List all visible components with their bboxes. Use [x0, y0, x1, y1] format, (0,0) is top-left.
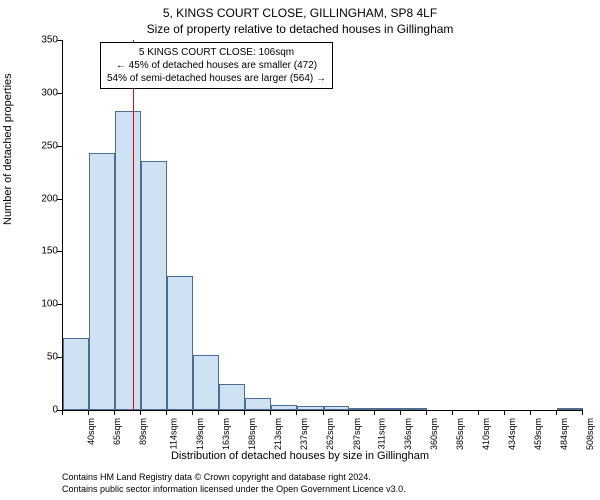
xtick-mark: [244, 410, 245, 415]
histogram-bar: [324, 406, 349, 410]
chart-container: 5, KINGS COURT CLOSE, GILLINGHAM, SP8 4L…: [0, 0, 600, 500]
xtick-label: 262sqm: [325, 418, 335, 450]
xtick-label: 163sqm: [221, 418, 231, 450]
histogram-bar: [349, 408, 375, 410]
xtick-mark: [504, 410, 505, 415]
histogram-bar: [167, 276, 192, 410]
xtick-label: 508sqm: [585, 418, 595, 450]
xtick-label: 114sqm: [168, 418, 178, 449]
footer-line2: Contains public sector information licen…: [62, 484, 406, 494]
marker-line: [133, 40, 134, 410]
histogram-bar: [115, 111, 141, 410]
xtick-label: 360sqm: [429, 418, 439, 450]
xtick-label: 40sqm: [86, 418, 96, 445]
ytick-mark: [57, 93, 62, 94]
xtick-mark: [218, 410, 219, 415]
xtick-mark: [62, 410, 63, 415]
xtick-mark: [478, 410, 479, 415]
histogram-bar: [271, 405, 297, 410]
xtick-label: 459sqm: [533, 418, 543, 450]
ytick-label: 200: [41, 193, 58, 204]
histogram-bar: [557, 408, 583, 410]
ytick-mark: [57, 251, 62, 252]
xtick-mark: [556, 410, 557, 415]
title-main: 5, KINGS COURT CLOSE, GILLINGHAM, SP8 4L…: [0, 6, 600, 20]
histogram-bar: [401, 408, 427, 410]
xtick-label: 484sqm: [559, 418, 569, 450]
xtick-mark: [530, 410, 531, 415]
xtick-mark: [114, 410, 115, 415]
xtick-mark: [88, 410, 89, 415]
title-sub: Size of property relative to detached ho…: [0, 22, 600, 36]
xtick-mark: [323, 410, 324, 415]
xtick-mark: [140, 410, 141, 415]
xtick-label: 311sqm: [376, 418, 386, 449]
xtick-mark: [582, 410, 583, 415]
ytick-mark: [57, 146, 62, 147]
annotation-line2: ← 45% of detached houses are smaller (47…: [107, 59, 326, 72]
xtick-label: 385sqm: [455, 418, 465, 450]
xtick-label: 336sqm: [403, 418, 413, 450]
histogram-bar: [89, 153, 114, 410]
xtick-label: 237sqm: [299, 418, 309, 450]
xtick-mark: [270, 410, 271, 415]
annotation-box: 5 KINGS COURT CLOSE: 106sqm ← 45% of det…: [100, 42, 333, 89]
xtick-label: 434sqm: [507, 418, 517, 450]
xtick-mark: [374, 410, 375, 415]
xtick-mark: [166, 410, 167, 415]
footer-line1: Contains HM Land Registry data © Crown c…: [62, 472, 371, 482]
x-axis-label: Distribution of detached houses by size …: [0, 450, 600, 462]
xtick-mark: [426, 410, 427, 415]
ytick-label: 350: [41, 35, 58, 46]
xtick-mark: [452, 410, 453, 415]
y-axis-label: Number of detached properties: [2, 73, 14, 225]
xtick-mark: [400, 410, 401, 415]
histogram-bar: [63, 338, 89, 410]
plot-area: [62, 40, 583, 411]
annotation-line1: 5 KINGS COURT CLOSE: 106sqm: [107, 46, 326, 59]
histogram-bar: [375, 408, 400, 410]
ytick-label: 300: [41, 87, 58, 98]
xtick-mark: [348, 410, 349, 415]
ytick-label: 100: [41, 299, 58, 310]
xtick-label: 65sqm: [112, 418, 122, 445]
histogram-bar: [297, 406, 323, 410]
ytick-label: 150: [41, 246, 58, 257]
xtick-label: 139sqm: [195, 418, 205, 450]
ytick-label: 250: [41, 140, 58, 151]
ytick-mark: [57, 40, 62, 41]
histogram-bar: [193, 355, 219, 410]
xtick-mark: [296, 410, 297, 415]
annotation-line3: 54% of semi-detached houses are larger (…: [107, 72, 326, 85]
xtick-label: 213sqm: [274, 418, 284, 450]
xtick-label: 287sqm: [352, 418, 362, 450]
xtick-label: 410sqm: [481, 418, 491, 450]
xtick-label: 188sqm: [247, 418, 257, 450]
ytick-mark: [57, 357, 62, 358]
xtick-label: 89sqm: [138, 418, 148, 445]
ytick-mark: [57, 199, 62, 200]
xtick-mark: [192, 410, 193, 415]
ytick-mark: [57, 304, 62, 305]
histogram-bar: [219, 384, 245, 410]
histogram-bar: [245, 398, 270, 410]
histogram-bar: [141, 161, 167, 410]
